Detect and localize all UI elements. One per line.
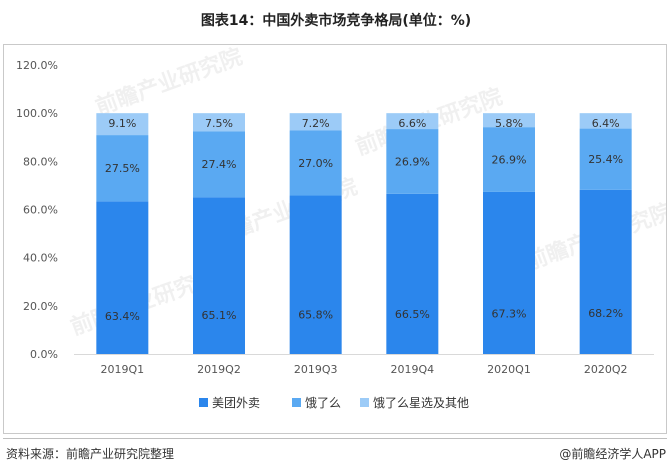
data-label: 6.6% — [398, 117, 426, 130]
data-label: 26.9% — [492, 154, 527, 167]
y-tick-label: 40.0% — [23, 252, 58, 265]
bar-segment — [96, 113, 149, 136]
data-label: 5.8% — [495, 117, 523, 130]
data-label: 9.1% — [108, 117, 136, 130]
data-label: 27.0% — [298, 157, 333, 170]
y-tick-label: 0.0% — [30, 348, 58, 361]
bar-segment — [483, 113, 535, 128]
data-label: 6.4% — [592, 117, 620, 130]
bar-segment — [96, 201, 149, 354]
source-note: 资料来源：前瞻产业研究院整理 — [6, 447, 175, 461]
legend-swatch — [199, 398, 208, 407]
data-label: 25.4% — [588, 153, 623, 166]
data-label: 63.4% — [105, 310, 140, 323]
y-tick-label: 60.0% — [23, 204, 58, 217]
y-tick-label: 120.0% — [16, 59, 58, 72]
x-tick-label: 2019Q2 — [197, 363, 241, 376]
stacked-bar-chart: 前瞻产业研究院前瞻产业研究院前瞻产业研究院前瞻产业研究院前瞻产业研究院0.0%2… — [16, 45, 666, 410]
x-tick-label: 2020Q2 — [584, 363, 628, 376]
data-label: 27.5% — [105, 162, 140, 175]
watermark-text: 前瞻产业研究院 — [92, 45, 246, 121]
x-tick-label: 2020Q1 — [487, 363, 531, 376]
data-label: 65.8% — [298, 308, 333, 321]
legend-label: 美团外卖 — [212, 396, 260, 410]
bar-segment — [386, 129, 439, 194]
bar-segment — [193, 131, 245, 198]
x-tick-label: 2019Q1 — [101, 363, 145, 376]
bar-segment — [579, 128, 632, 190]
legend-label: 饿了么 — [305, 396, 341, 410]
y-tick-label: 100.0% — [16, 107, 58, 120]
bar-segment — [386, 193, 439, 354]
bar-segment — [386, 113, 439, 130]
bar-segment — [483, 191, 535, 354]
y-tick-label: 20.0% — [23, 300, 58, 313]
bar-segment — [96, 135, 149, 202]
bar-segment — [289, 130, 342, 196]
chart-title: 图表14：中国外卖市场竞争格局(单位：%) — [200, 13, 472, 29]
chart-frame: 前瞻产业研究院前瞻产业研究院前瞻产业研究院前瞻产业研究院前瞻产业研究院0.0%2… — [3, 44, 667, 434]
legend-swatch — [360, 398, 369, 407]
legend-swatch — [292, 398, 301, 407]
data-label: 68.2% — [588, 307, 623, 320]
bar-segment — [289, 113, 342, 131]
data-label: 7.2% — [302, 117, 330, 130]
x-tick-label: 2019Q3 — [294, 363, 338, 376]
footer-divider — [3, 438, 667, 439]
data-label: 65.1% — [202, 309, 237, 322]
data-label: 66.5% — [395, 308, 430, 321]
legend-label: 饿了么星选及其他 — [373, 396, 469, 410]
bar-segment — [579, 113, 632, 129]
bar-segment — [579, 189, 632, 354]
x-tick-label: 2019Q4 — [391, 363, 435, 376]
brand-credit: @前瞻经济学人APP — [559, 447, 666, 461]
data-label: 26.9% — [395, 155, 430, 168]
bar-segment — [483, 127, 535, 192]
bar-segment — [289, 195, 342, 354]
y-tick-label: 80.0% — [23, 155, 58, 168]
data-label: 27.4% — [202, 158, 237, 171]
data-label: 7.5% — [205, 117, 233, 130]
data-label: 67.3% — [492, 307, 527, 320]
bar-segment — [193, 113, 245, 132]
bar-segment — [193, 197, 245, 354]
